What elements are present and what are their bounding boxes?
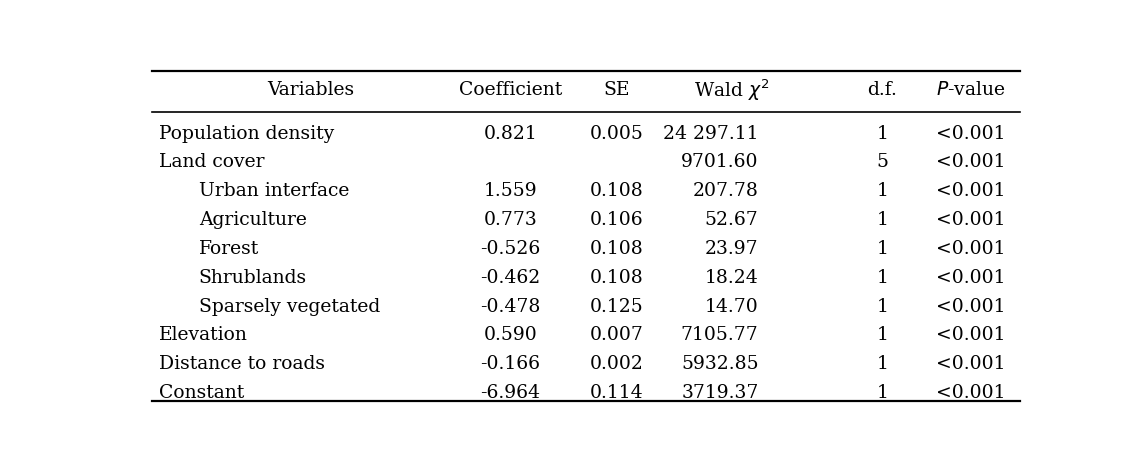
Text: 0.114: 0.114 bbox=[590, 384, 644, 402]
Text: <0.001: <0.001 bbox=[936, 211, 1006, 229]
Text: Shrublands: Shrublands bbox=[199, 269, 306, 287]
Text: Elevation: Elevation bbox=[159, 327, 248, 344]
Text: 0.106: 0.106 bbox=[590, 211, 644, 229]
Text: Agriculture: Agriculture bbox=[199, 211, 306, 229]
Text: 1: 1 bbox=[877, 211, 888, 229]
Text: Distance to roads: Distance to roads bbox=[159, 355, 325, 373]
Text: 3719.37: 3719.37 bbox=[681, 384, 759, 402]
Text: <0.001: <0.001 bbox=[936, 384, 1006, 402]
Text: 5: 5 bbox=[877, 154, 888, 171]
Text: 1: 1 bbox=[877, 240, 888, 258]
Text: <0.001: <0.001 bbox=[936, 327, 1006, 344]
Text: 0.108: 0.108 bbox=[590, 269, 644, 287]
Text: Coefficient: Coefficient bbox=[458, 81, 562, 99]
Text: <0.001: <0.001 bbox=[936, 298, 1006, 315]
Text: d.f.: d.f. bbox=[868, 81, 897, 99]
Text: 207.78: 207.78 bbox=[693, 183, 759, 200]
Text: -0.462: -0.462 bbox=[480, 269, 541, 287]
Text: 52.67: 52.67 bbox=[705, 211, 759, 229]
Text: Sparsely vegetated: Sparsely vegetated bbox=[199, 298, 379, 315]
Text: -6.964: -6.964 bbox=[480, 384, 541, 402]
Text: Forest: Forest bbox=[199, 240, 259, 258]
Text: 0.821: 0.821 bbox=[483, 124, 537, 143]
Text: <0.001: <0.001 bbox=[936, 183, 1006, 200]
Text: 0.125: 0.125 bbox=[590, 298, 644, 315]
Text: <0.001: <0.001 bbox=[936, 124, 1006, 143]
Text: 0.108: 0.108 bbox=[590, 240, 644, 258]
Text: <0.001: <0.001 bbox=[936, 154, 1006, 171]
Text: 23.97: 23.97 bbox=[705, 240, 759, 258]
Text: 1: 1 bbox=[877, 327, 888, 344]
Text: Constant: Constant bbox=[159, 384, 245, 402]
Text: 1: 1 bbox=[877, 298, 888, 315]
Text: 0.108: 0.108 bbox=[590, 183, 644, 200]
Text: 5932.85: 5932.85 bbox=[681, 355, 759, 373]
Text: 0.005: 0.005 bbox=[590, 124, 644, 143]
Text: 1: 1 bbox=[877, 355, 888, 373]
Text: 1: 1 bbox=[877, 384, 888, 402]
Text: -0.166: -0.166 bbox=[480, 355, 541, 373]
Text: 1: 1 bbox=[877, 183, 888, 200]
Text: Population density: Population density bbox=[159, 124, 334, 143]
Text: Variables: Variables bbox=[267, 81, 354, 99]
Text: Wald $\chi^{2}$: Wald $\chi^{2}$ bbox=[694, 78, 769, 103]
Text: 0.002: 0.002 bbox=[590, 355, 644, 373]
Text: -0.478: -0.478 bbox=[480, 298, 541, 315]
Text: 1: 1 bbox=[877, 124, 888, 143]
Text: 24 297.11: 24 297.11 bbox=[663, 124, 759, 143]
Text: 14.70: 14.70 bbox=[705, 298, 759, 315]
Text: 0.007: 0.007 bbox=[590, 327, 644, 344]
Text: 0.773: 0.773 bbox=[483, 211, 537, 229]
Text: 9701.60: 9701.60 bbox=[681, 154, 759, 171]
Text: 7105.77: 7105.77 bbox=[681, 327, 759, 344]
Text: <0.001: <0.001 bbox=[936, 355, 1006, 373]
Text: 0.590: 0.590 bbox=[483, 327, 537, 344]
Text: <0.001: <0.001 bbox=[936, 269, 1006, 287]
Text: <0.001: <0.001 bbox=[936, 240, 1006, 258]
Text: -0.526: -0.526 bbox=[480, 240, 541, 258]
Text: Urban interface: Urban interface bbox=[199, 183, 349, 200]
Text: 1.559: 1.559 bbox=[483, 183, 537, 200]
Text: Land cover: Land cover bbox=[159, 154, 264, 171]
Text: SE: SE bbox=[604, 81, 630, 99]
Text: $\mathit{P}$-value: $\mathit{P}$-value bbox=[936, 81, 1006, 99]
Text: 1: 1 bbox=[877, 269, 888, 287]
Text: 18.24: 18.24 bbox=[705, 269, 759, 287]
